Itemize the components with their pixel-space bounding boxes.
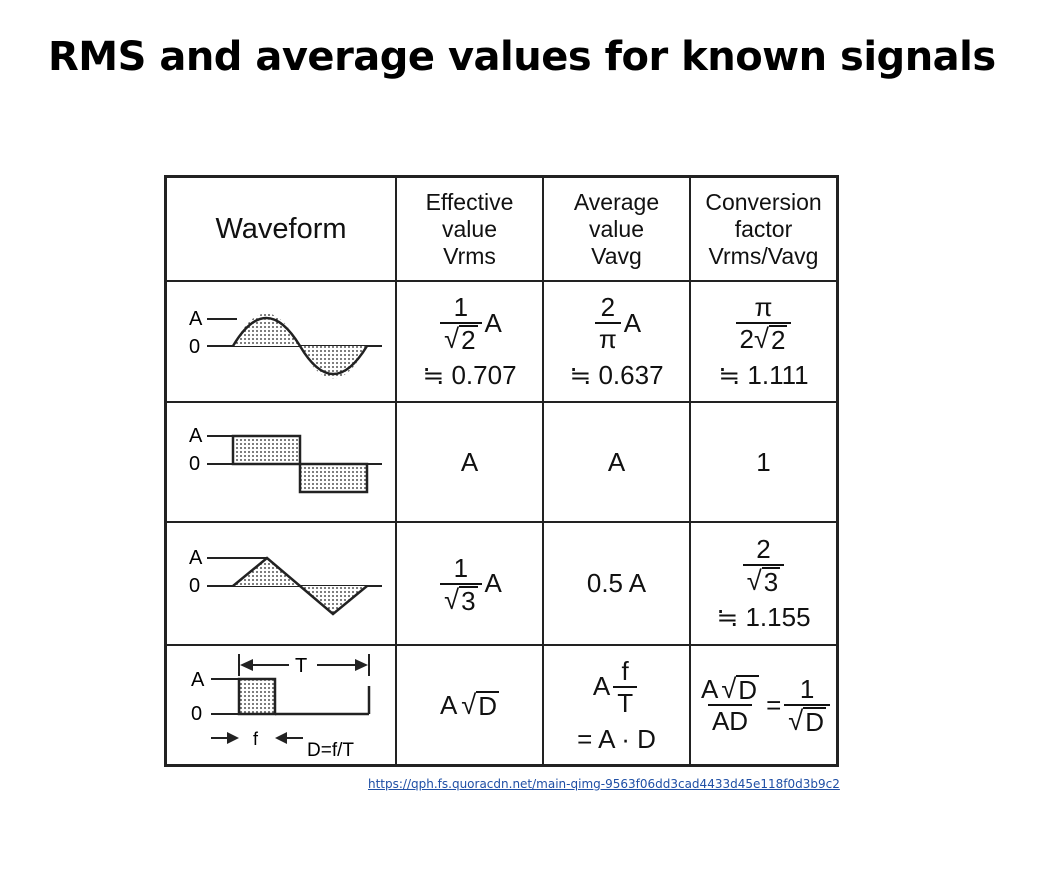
table-row-pulse-effective: A √ D [397,646,544,764]
header-conversion: Conversion factor Vrms/Vavg [691,178,836,282]
table-row-triangle-average: 0.5 A [544,523,691,646]
header-average-line3: Vavg [591,242,642,269]
svg-text:A: A [191,669,205,691]
rms-average-table: Waveform Effective value Vrms Average va… [164,175,839,767]
svg-text:A: A [189,547,203,569]
table-row-sine-effective: 1 √ 2 A ≒ 0.707 [397,282,544,403]
header-effective-line2: value [442,215,497,242]
source-link[interactable]: https://qph.fs.quoracdn.net/main-qimg-95… [368,777,840,791]
header-average-line1: Average [573,188,660,215]
svg-text:0: 0 [191,703,202,725]
triangle-wave-icon: A 0 [189,547,382,616]
svg-text:0: 0 [189,575,200,597]
average-approx: ≒ 0.637 [569,360,664,390]
table-row-square-average: A [544,403,691,523]
duty-label: D=f/T [307,740,354,761]
table-row-sine-average: 2 π A ≒ 0.637 [544,282,691,403]
effective-approx: ≒ 0.707 [422,360,517,390]
zero-label: 0 [189,336,200,358]
header-conversion-line1: Conversion [705,188,822,215]
header-average-line2: value [589,215,644,242]
header-conversion-line2: factor [734,215,793,242]
table-row-pulse-waveform: A 0 T f D=f/T [167,646,397,764]
svg-text:A: A [189,425,203,447]
svg-text:0: 0 [189,453,200,475]
table-row-sine-waveform: A 0 [167,282,397,403]
table-row-pulse-conversion: A √ D AD = 1 √ D [691,646,836,764]
conversion-fraction: π 2 √ 2 [735,292,792,354]
amplitude-label: A [189,308,203,330]
table-row-square-conversion: 1 [691,403,836,523]
pulse-wave-icon: A 0 T f D=f/T [191,654,371,761]
table-row-sine-conversion: π 2 √ 2 ≒ 1.111 [691,282,836,403]
pulse-width-label: f [253,729,259,749]
average-fraction: 2 π [594,292,621,354]
header-effective: Effective value Vrms [397,178,544,282]
header-conversion-line3: Vrms/Vavg [708,242,819,269]
header-effective-line3: Vrms [443,242,496,269]
table-row-triangle-effective: 1 √ 3 A [397,523,544,646]
effective-fraction: 1 √ 2 [440,292,482,354]
table-row-pulse-average: A f T = A · D [544,646,691,764]
period-label: T [295,655,307,677]
header-waveform: Waveform [167,178,397,282]
table-row-square-effective: A [397,403,544,523]
square-wave-icon: A 0 [189,425,382,494]
table-row-triangle-waveform: A 0 [167,523,397,646]
header-waveform-label: Waveform [215,212,347,245]
header-average: Average value Vavg [544,178,691,282]
sine-wave-icon: A 0 [189,308,382,379]
table-row-square-waveform: A 0 [167,403,397,523]
table-row-triangle-conversion: 2 √ 3 ≒ 1.155 [691,523,836,646]
conversion-approx: ≒ 1.111 [718,360,809,390]
page-title: RMS and average values for known signals [48,34,996,80]
header-effective-line1: Effective [425,188,514,215]
